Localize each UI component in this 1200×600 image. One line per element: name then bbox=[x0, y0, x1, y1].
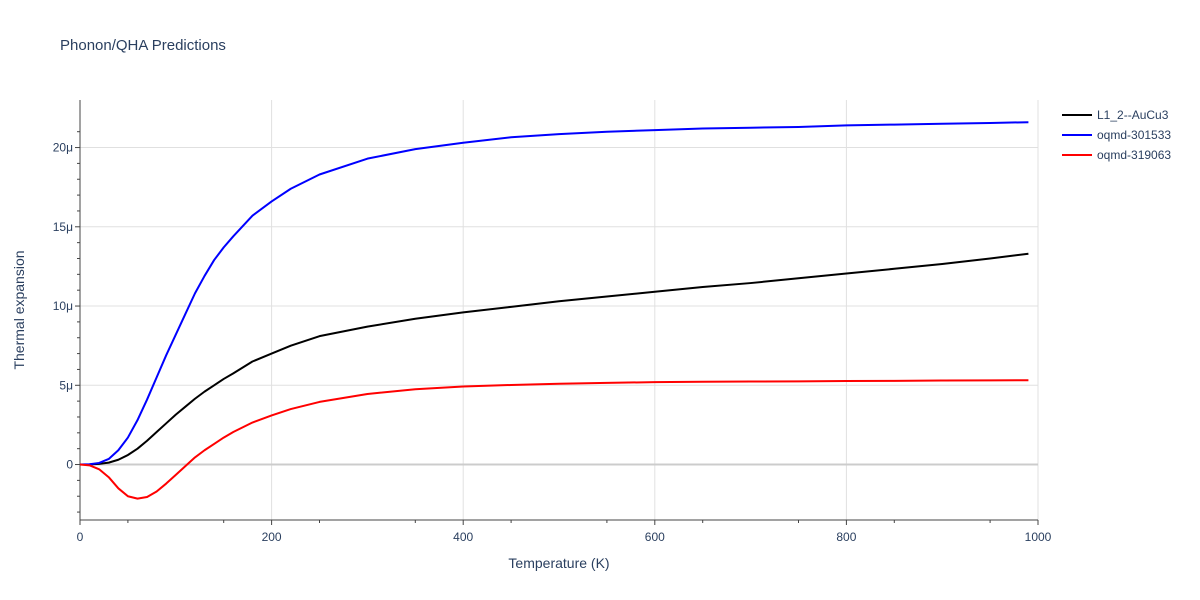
x-tick-label: 1000 bbox=[1025, 530, 1052, 544]
legend-label: oqmd-301533 bbox=[1097, 128, 1171, 142]
y-tick-label: 5μ bbox=[59, 378, 73, 392]
legend-label: oqmd-319063 bbox=[1097, 148, 1171, 162]
grid bbox=[80, 100, 1039, 520]
axes: 0 200 400 600 800 1000 0 5μ 10μ 15μ 20μ bbox=[53, 100, 1052, 544]
y-tick-label: 0 bbox=[66, 458, 73, 472]
legend[interactable]: L1_2--AuCu3 oqmd-301533 oqmd-319063 bbox=[1062, 108, 1171, 162]
x-tick-label: 600 bbox=[645, 530, 665, 544]
legend-item[interactable]: L1_2--AuCu3 bbox=[1062, 108, 1169, 122]
y-axis-title: Thermal expansion bbox=[11, 250, 27, 369]
x-tick-label: 0 bbox=[77, 530, 84, 544]
y-tick-label: 15μ bbox=[53, 220, 73, 234]
legend-item[interactable]: oqmd-319063 bbox=[1062, 148, 1171, 162]
series-line-oqmd-301533 bbox=[79, 121, 1029, 466]
series-lines bbox=[79, 121, 1029, 500]
legend-label: L1_2--AuCu3 bbox=[1097, 108, 1169, 122]
x-tick-label: 200 bbox=[262, 530, 282, 544]
x-axis-title: Temperature (K) bbox=[508, 555, 609, 571]
y-tick-label: 10μ bbox=[53, 299, 73, 313]
chart-title: Phonon/QHA Predictions bbox=[60, 37, 226, 54]
y-tick-label: 20μ bbox=[53, 141, 73, 155]
series-line-L1_2--AuCu3 bbox=[79, 252, 1029, 466]
series-line-oqmd-319063 bbox=[79, 379, 1029, 500]
legend-item[interactable]: oqmd-301533 bbox=[1062, 128, 1171, 142]
x-tick-label: 400 bbox=[453, 530, 473, 544]
x-tick-label: 800 bbox=[836, 530, 856, 544]
